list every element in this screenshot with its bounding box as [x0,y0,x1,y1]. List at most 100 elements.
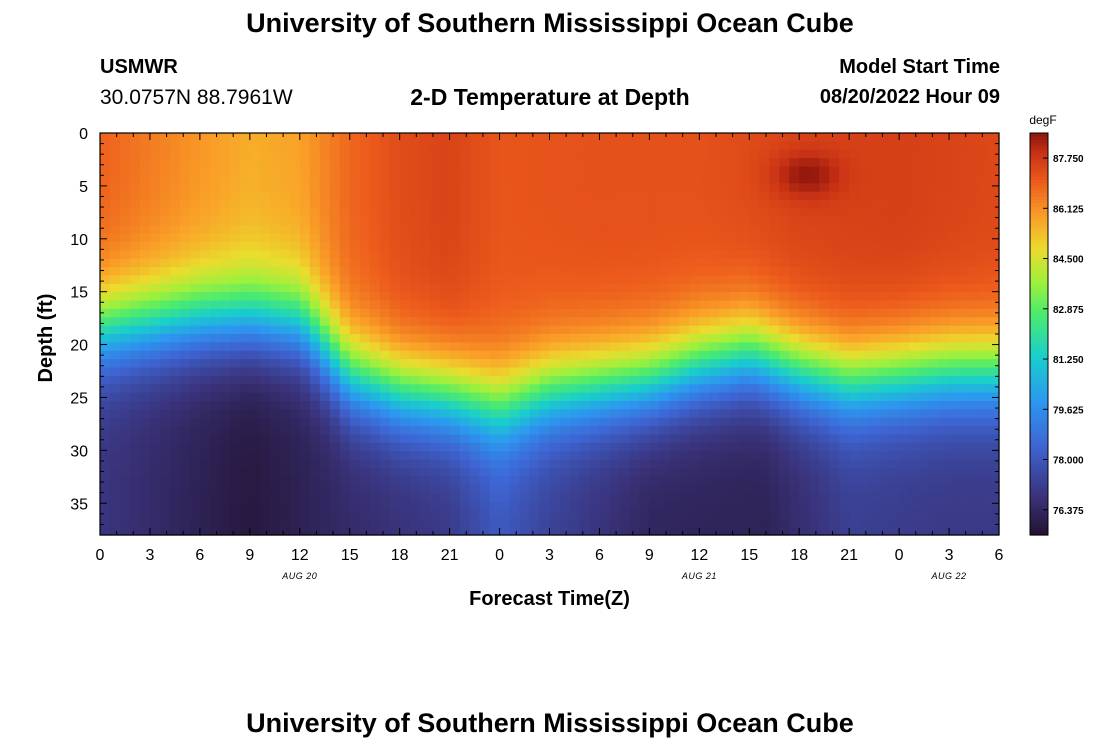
heatmap-cell [129,133,141,142]
heatmap-cell [599,518,611,528]
heatmap-cell [829,174,840,184]
heatmap-cell [719,141,730,151]
heatmap-cell [289,241,301,251]
heatmap-cell [749,241,760,251]
heatmap-cell [449,509,461,519]
heatmap-cell [979,392,990,402]
heatmap-cell [309,509,321,519]
heatmap-cell [969,216,980,226]
heatmap-cell [209,342,221,352]
heatmap-cell [899,250,910,260]
heatmap-cell [379,359,391,369]
heatmap-cell [449,501,461,511]
heatmap-cell [709,241,720,251]
heatmap-cell [479,476,491,486]
heatmap-cell [359,258,371,268]
heatmap-cell [389,308,401,318]
heatmap-cell [389,342,401,352]
heatmap-cell [909,359,920,369]
heatmap-cell [399,493,411,503]
heatmap-cell [109,392,121,402]
heatmap-cell [259,258,271,268]
heatmap-cell [959,384,970,394]
y-axis-title: Depth (ft) [35,294,57,383]
heatmap-cell [409,275,421,285]
heatmap-cell [419,325,431,335]
heatmap-cell [489,426,501,436]
heatmap-cell [339,283,351,293]
heatmap-cell [319,518,331,528]
heatmap-cell [129,526,141,536]
heatmap-cell [579,426,591,436]
heatmap-cell [799,317,810,327]
heatmap-cell [199,166,211,176]
heatmap-cell [239,225,251,235]
heatmap-cell [279,392,291,402]
heatmap-cell [649,216,660,226]
heatmap-cell [309,283,321,293]
colorbar-cell [1030,471,1048,476]
heatmap-cell [519,183,531,193]
heatmap-cell [769,342,780,352]
heatmap-cell [299,133,311,142]
heatmap-cell [209,401,221,410]
heatmap-cell [529,325,541,335]
heatmap-cell [689,275,700,285]
heatmap-cell [159,342,171,352]
heatmap-cell [839,367,850,377]
heatmap-cell [789,434,800,444]
heatmap-cell [669,359,680,369]
heatmap-cell [879,308,890,318]
heatmap-cell [959,225,970,235]
heatmap-cell [219,417,231,427]
heatmap-cell [109,283,121,293]
heatmap-cell [899,459,910,469]
heatmap-cell [609,426,621,436]
heatmap-cell [569,308,581,318]
heatmap-cell [399,442,411,452]
heatmap-cell [229,258,241,268]
heatmap-cell [100,342,111,352]
heatmap-cell [369,367,381,377]
heatmap-cell [969,267,980,276]
heatmap-cell [809,216,820,226]
heatmap-cell [169,133,181,142]
heatmap-cell [609,250,621,260]
heatmap-cell [539,409,551,419]
heatmap-cell [229,375,241,385]
heatmap-cell [959,216,970,226]
heatmap-cell [759,258,770,268]
heatmap-cell [639,459,650,469]
heatmap-cell [149,158,161,168]
heatmap-cell [269,300,281,310]
colorbar-cell [1030,337,1048,342]
heatmap-cell [439,308,451,318]
heatmap-cell [389,325,401,335]
colorbar-cell [1030,380,1048,385]
heatmap-cell [369,141,381,151]
heatmap-cell [859,501,870,511]
heatmap-cell [429,300,441,310]
heatmap-cell [159,509,171,519]
heatmap-cell [629,141,640,151]
heatmap-cell [799,459,810,469]
heatmap-cell [429,350,441,360]
heatmap-cell [719,451,730,461]
heatmap-cell [849,350,860,360]
colorbar-cell [1030,461,1048,466]
heatmap-cell [639,484,650,494]
heatmap-cell [539,342,551,352]
heatmap-cell [729,158,740,168]
heatmap-cell [249,476,261,486]
heatmap-cell [169,384,181,394]
heatmap-cell [769,233,780,243]
heatmap-cell [539,451,551,461]
heatmap-cell [329,141,341,151]
heatmap-cell [859,133,870,142]
heatmap-cell [279,375,291,385]
heatmap-cell [369,451,381,461]
heatmap-cell [299,233,311,243]
heatmap-cell [779,275,790,285]
heatmap-cell [629,468,640,477]
heatmap-cell [249,342,261,352]
